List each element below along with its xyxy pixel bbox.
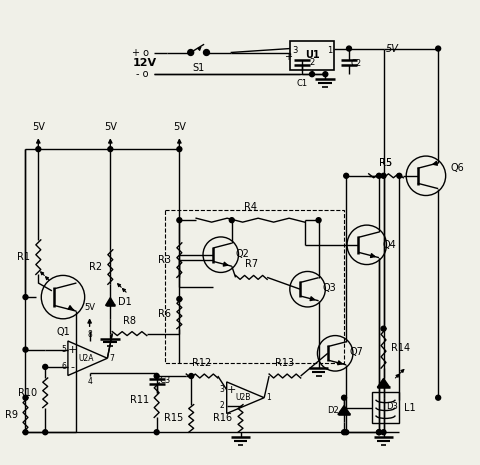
Text: 6: 6 [61,362,66,372]
Text: R12: R12 [192,358,212,368]
Text: R15: R15 [164,413,183,424]
Text: R4: R4 [244,202,257,213]
Text: 2: 2 [220,401,225,410]
Circle shape [376,173,382,178]
Circle shape [342,430,347,435]
Text: R16: R16 [214,413,233,424]
Text: L1: L1 [404,403,416,412]
Circle shape [310,72,314,77]
Text: 3: 3 [220,385,225,394]
Circle shape [344,173,348,178]
Text: S1: S1 [192,63,204,73]
Text: -: - [71,362,75,372]
Circle shape [347,46,351,51]
Circle shape [177,297,182,301]
Text: R1: R1 [17,252,30,262]
Text: 5V: 5V [84,303,95,312]
Text: U2B: U2B [236,393,251,402]
Text: R14: R14 [391,343,410,353]
Circle shape [23,395,28,400]
Circle shape [23,430,28,435]
Text: 8: 8 [87,330,92,339]
Circle shape [229,218,234,223]
Circle shape [36,146,41,152]
Text: R8: R8 [123,316,136,326]
Text: 1: 1 [327,46,332,54]
Text: 1: 1 [266,393,271,402]
Text: 3: 3 [292,46,297,54]
Text: R5: R5 [379,158,393,168]
Text: C2: C2 [351,59,362,68]
Text: +: + [227,385,236,395]
Circle shape [436,395,441,400]
Text: 2: 2 [310,58,315,67]
Text: Q1: Q1 [56,327,70,337]
Circle shape [154,430,159,435]
Circle shape [43,430,48,435]
Circle shape [23,295,28,299]
Text: - o: - o [136,69,149,79]
Circle shape [23,347,28,352]
Text: 5V: 5V [32,122,45,133]
Circle shape [108,146,113,152]
Text: D2: D2 [327,405,339,414]
Circle shape [381,430,386,435]
Circle shape [188,50,193,55]
Circle shape [342,395,347,400]
Text: 5V: 5V [385,44,398,53]
Text: +: + [68,345,78,355]
Text: Q4: Q4 [383,240,396,250]
Text: -: - [229,400,234,411]
Circle shape [154,373,159,379]
Text: + o: + o [132,47,149,58]
Text: D3: D3 [386,402,398,411]
Polygon shape [106,298,115,306]
Bar [165,210,344,363]
Text: R13: R13 [276,358,294,368]
Text: Q7: Q7 [350,347,364,357]
Text: R11: R11 [130,395,149,405]
Text: R7: R7 [245,259,258,270]
Circle shape [344,430,348,435]
Text: Q2: Q2 [236,249,250,259]
Circle shape [177,218,182,223]
Text: Q6: Q6 [451,163,464,173]
Text: R6: R6 [158,309,171,319]
Circle shape [204,50,209,55]
Text: +: + [284,53,292,62]
Circle shape [376,430,382,435]
Circle shape [376,430,382,435]
Circle shape [177,146,182,152]
Text: R10: R10 [18,388,37,398]
Circle shape [323,72,328,77]
Polygon shape [338,405,350,414]
Text: R5: R5 [379,158,393,168]
Text: 12V: 12V [133,58,157,68]
Text: U2A: U2A [78,354,94,363]
Text: D1: D1 [118,297,132,306]
Text: C3: C3 [160,377,171,385]
Bar [290,40,334,70]
Text: R3: R3 [158,255,171,265]
Text: 4: 4 [87,378,92,386]
Text: 5: 5 [61,345,66,354]
Text: R2: R2 [89,262,102,272]
Text: R9: R9 [5,410,18,420]
Text: 5V: 5V [104,122,117,133]
Circle shape [316,218,321,223]
Circle shape [381,173,386,178]
Circle shape [43,365,48,369]
Text: U1: U1 [305,51,319,60]
Text: 5V: 5V [173,122,186,133]
Circle shape [397,173,402,178]
Text: Q3: Q3 [323,283,336,293]
Text: C1: C1 [296,79,307,88]
Circle shape [189,373,193,379]
Text: 7: 7 [109,354,114,363]
Circle shape [381,326,386,331]
Circle shape [436,46,441,51]
Polygon shape [377,379,390,387]
Bar [372,392,399,423]
